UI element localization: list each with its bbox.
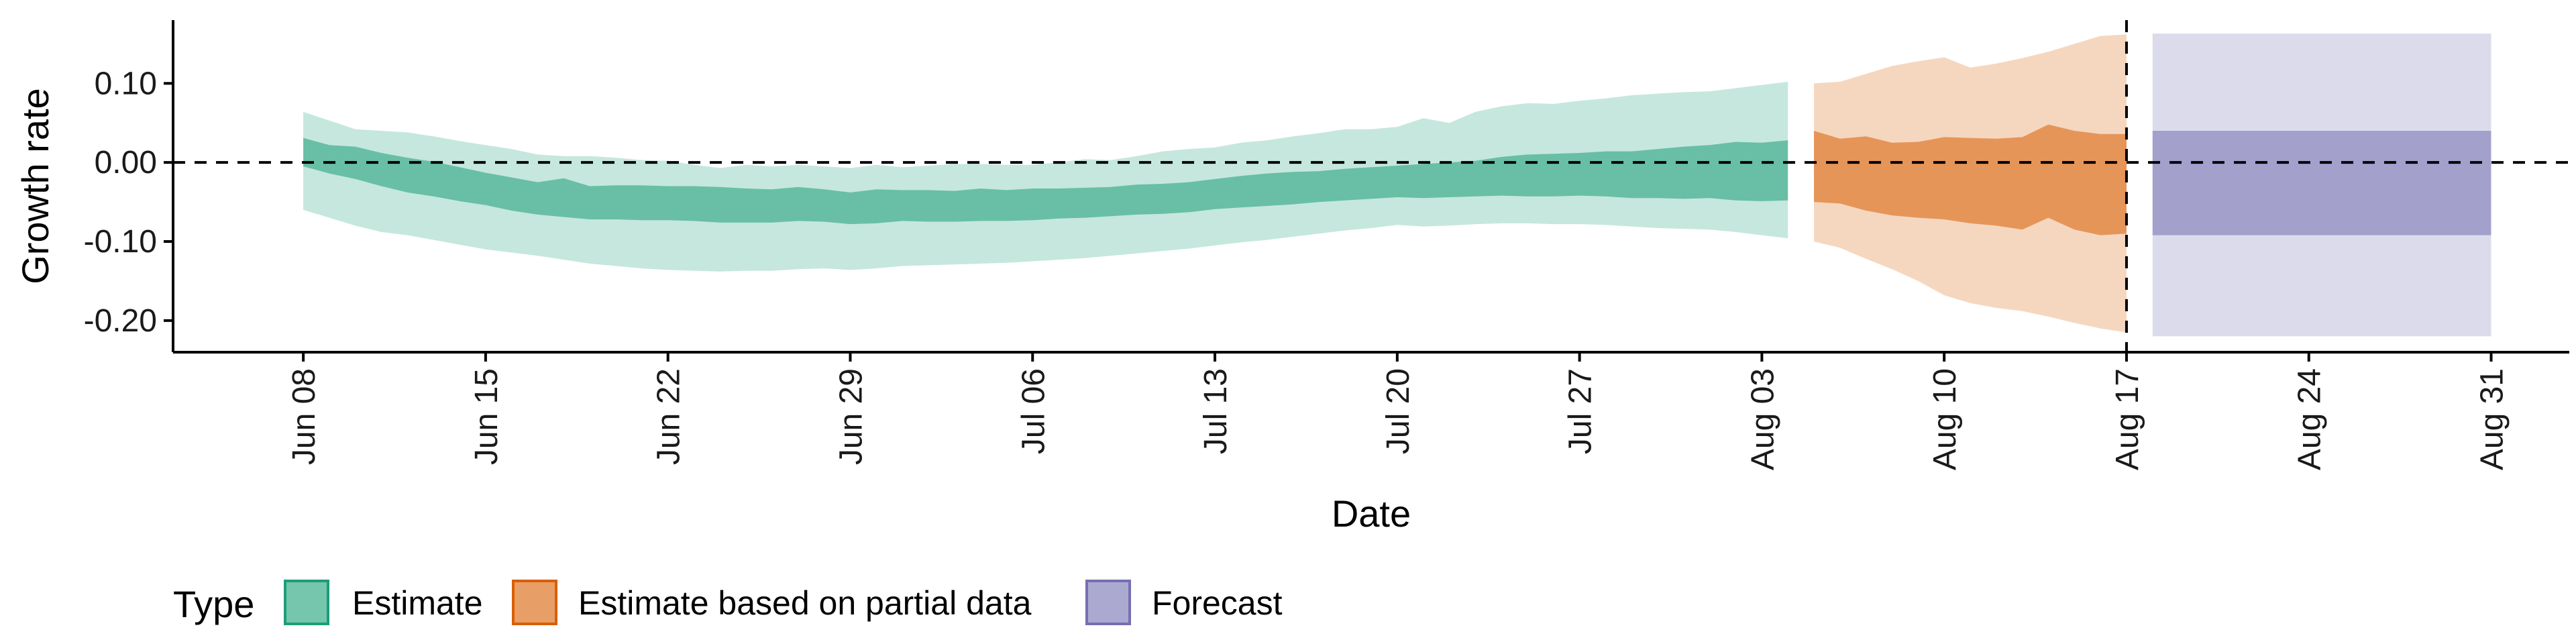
x-tick-label: Jul 20 [1381,368,1416,454]
x-tick-label: Aug 10 [1927,368,1963,470]
legend-items: Estimate Estimate based on partial data Fo… [284,580,1283,625]
legend-key [284,580,329,625]
y-tick-label: -0.10 [84,224,157,260]
x-tick-label: Jul 13 [1198,368,1234,454]
band-50-estimate [303,138,1788,225]
x-tick-label: Jun 08 [286,368,322,465]
y-axis-title: Growth rate [14,88,56,284]
legend-label: Estimate based on partial data [578,584,1032,622]
band-50-estimate-based-on-partial-data [1814,124,2127,235]
x-tick-label: Jun 22 [651,368,687,465]
x-tick-label: Aug 31 [2475,368,2510,470]
legend-label: Estimate [352,584,483,622]
legend-title: Type [173,583,254,625]
x-tick-label: Jul 06 [1016,368,1051,454]
y-tick-label: 0.10 [95,66,157,101]
band-50-forecast [2152,131,2491,235]
x-axis-title: Date [1332,492,1411,535]
x-tick-label: Aug 17 [2110,368,2145,470]
legend: Type Estimate Estimate based on partial d… [173,580,1283,625]
y-tick-label: -0.20 [84,303,157,339]
legend-label: Forecast [1152,584,1283,622]
x-tick-label: Jun 15 [469,368,504,465]
y-axis-ticks: 0.10 0.00 -0.10 -0.20 [84,66,173,339]
legend-key [1085,580,1131,625]
y-tick-label: 0.00 [95,145,157,180]
ribbon-bands [303,34,2491,337]
x-tick-label: Aug 03 [1745,368,1780,470]
legend-key [512,580,557,625]
x-tick-label: Aug 24 [2292,368,2328,470]
x-axis-ticks: Jun 08 Jun 15 Jun 22 Jun 29 Jul 06 Jul 13 Jul … [286,352,2510,470]
x-tick-label: Jul 27 [1563,368,1599,454]
x-tick-label: Jun 29 [833,368,869,465]
band-90-estimate [303,81,1788,272]
